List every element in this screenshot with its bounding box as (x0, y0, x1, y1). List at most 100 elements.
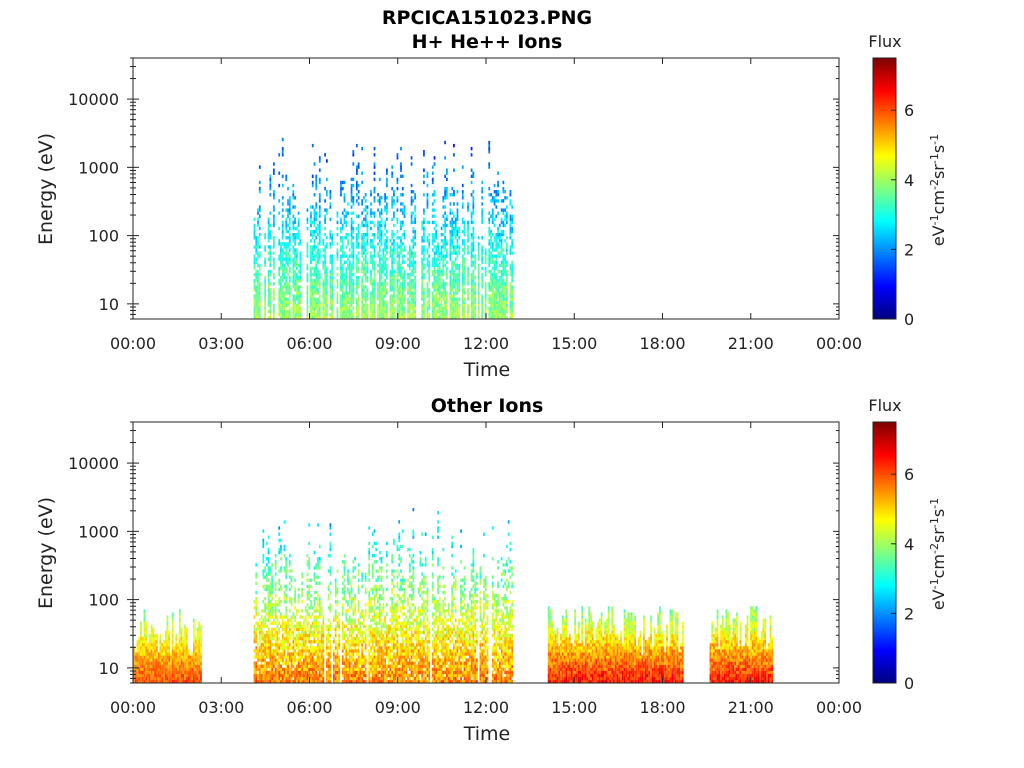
heatmap-cell (148, 636, 151, 641)
heatmap-cell (364, 276, 367, 280)
heatmap-cell (304, 658, 307, 662)
heatmap-cell (371, 315, 374, 320)
panel-h-he-ions: H+ He++ Ions 00:00 03:00 06:00 09:00 12:00 15… (35, 31, 948, 381)
heatmap-cell (467, 208, 469, 212)
heatmap-cell (285, 621, 288, 625)
heatmap-cell (377, 254, 379, 258)
heatmap-cell (290, 655, 293, 659)
heatmap-cell (433, 300, 436, 304)
heatmap-cell (329, 621, 332, 625)
heatmap-cell (295, 309, 298, 314)
heatmap-cell (433, 193, 436, 197)
heatmap-cell (317, 593, 319, 598)
heatmap-cell (504, 294, 507, 298)
heatmap-cell (299, 643, 302, 647)
heatmap-cell (380, 272, 383, 277)
heatmap-cell (264, 263, 266, 268)
heatmap-cell (294, 578, 296, 582)
heatmap-cell (384, 208, 386, 212)
heatmap-cell (145, 670, 148, 675)
heatmap-cell (393, 214, 395, 218)
heatmap-cell (299, 615, 302, 619)
heatmap-cell (341, 306, 344, 311)
heatmap-cell (495, 279, 498, 283)
heatmap-cell (396, 251, 399, 255)
heatmap-cell (173, 649, 176, 653)
heatmap-cell (329, 544, 332, 549)
heatmap-cell (310, 640, 312, 644)
heatmap-cell (281, 183, 284, 188)
heatmap-cell (283, 655, 286, 659)
heatmap-cell (257, 288, 259, 292)
heatmap-cell (320, 630, 323, 635)
heatmap-cell (357, 303, 360, 308)
heatmap-cell (159, 636, 162, 641)
heatmap-cell (257, 208, 259, 212)
heatmap-cell (463, 272, 466, 277)
heatmap-cell (363, 257, 365, 261)
heatmap-cell (322, 303, 325, 308)
heatmap-cell (456, 306, 459, 311)
heatmap-cell (191, 655, 194, 659)
heatmap-cell (155, 649, 158, 653)
heatmap-cell (458, 276, 461, 280)
heatmap-cell (401, 202, 404, 206)
heatmap-cell (145, 679, 148, 684)
heatmap-cell (380, 239, 383, 243)
heatmap-cell (493, 285, 496, 289)
heatmap-cell (281, 137, 284, 142)
heatmap-cell (273, 263, 275, 268)
heatmap-cell (310, 233, 312, 237)
heatmap-cell (324, 266, 326, 271)
heatmap-cell (470, 312, 473, 317)
heatmap-cell (281, 153, 284, 157)
heatmap-cell (278, 603, 281, 607)
heatmap-cell (433, 276, 436, 280)
heatmap-cell (493, 239, 496, 243)
heatmap-cell (260, 646, 263, 650)
x-tick-label: 00:00 (110, 334, 156, 353)
heatmap-cell (437, 282, 439, 286)
heatmap-cell (504, 266, 507, 271)
heatmap-cell (154, 633, 156, 638)
heatmap-cell (497, 242, 499, 246)
heatmap-cell (456, 276, 459, 280)
heatmap-cell (269, 229, 272, 234)
heatmap-cell (382, 306, 385, 311)
heatmap-cell (423, 312, 425, 317)
heatmap-cell (175, 636, 178, 641)
heatmap-cell (370, 276, 372, 280)
heatmap-cell (145, 630, 148, 635)
heatmap-cell (308, 590, 311, 595)
heatmap-cell (303, 661, 305, 665)
heatmap-cell (280, 309, 282, 314)
heatmap-cell (498, 276, 501, 280)
heatmap-cell (511, 303, 514, 308)
heatmap-cell (157, 664, 160, 668)
heatmap-cell (267, 315, 270, 320)
heatmap-cell (200, 658, 202, 662)
heatmap-cell (506, 285, 508, 289)
heatmap-cell (348, 288, 351, 292)
heatmap-cell (461, 282, 464, 286)
heatmap-cell (278, 636, 281, 641)
heatmap-cell (410, 190, 413, 194)
heatmap-cell (171, 636, 174, 641)
heatmap-cell (315, 615, 318, 619)
heatmap-cell (400, 174, 402, 179)
heatmap-cell (318, 557, 321, 561)
heatmap-cell (178, 609, 181, 613)
heatmap-cell (253, 312, 256, 317)
heatmap-cell (502, 309, 505, 314)
heatmap-cell (333, 652, 335, 656)
heatmap-cell (264, 285, 266, 289)
heatmap-cell (292, 300, 295, 304)
heatmap-cell (269, 572, 272, 576)
heatmap-cell (329, 541, 332, 546)
heatmap-cell (138, 652, 141, 656)
heatmap-cell (295, 279, 298, 283)
heatmap-cell (396, 303, 399, 308)
heatmap-cell (177, 646, 179, 650)
heatmap-cell (258, 618, 261, 622)
heatmap-cell (299, 285, 302, 289)
